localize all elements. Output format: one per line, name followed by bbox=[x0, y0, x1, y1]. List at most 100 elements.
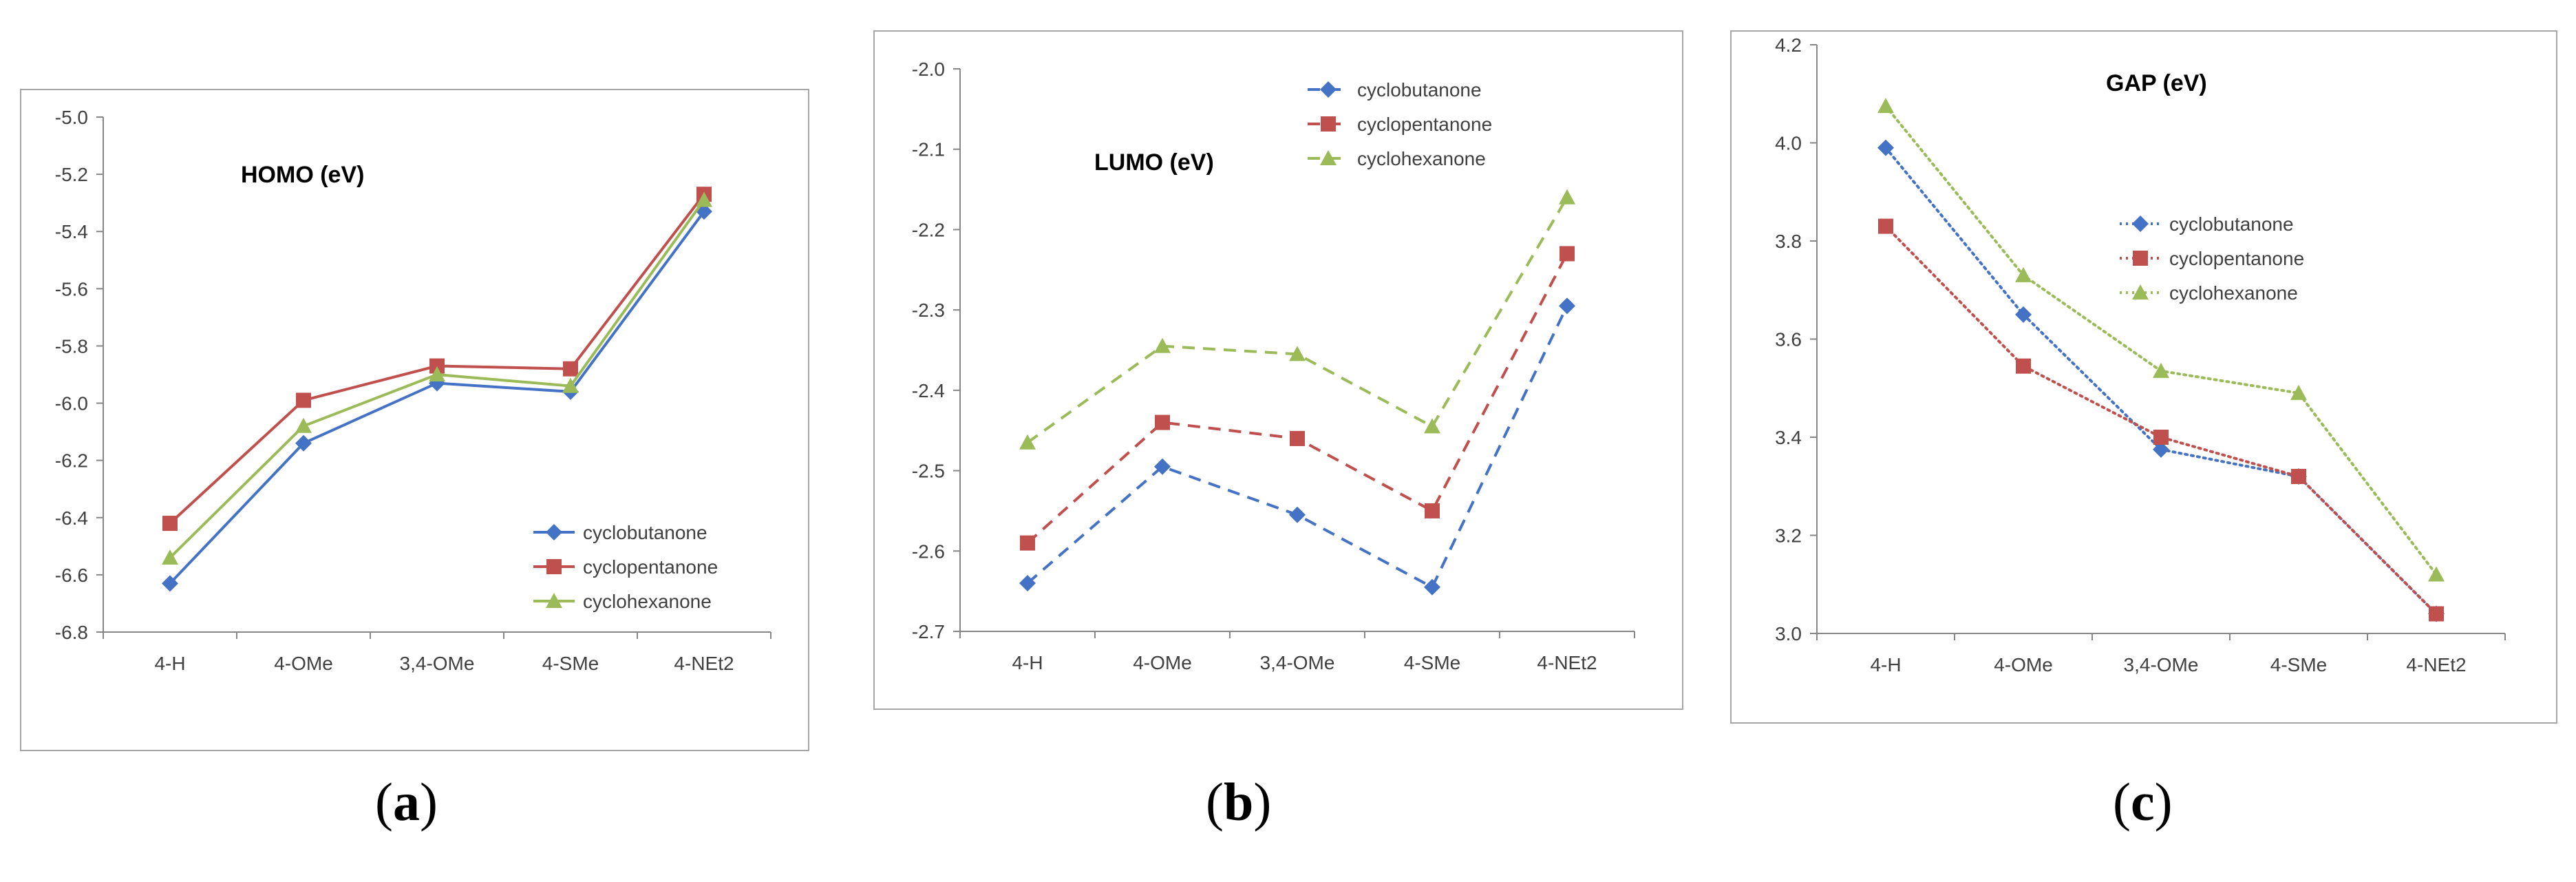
y-tick-label: -5.4 bbox=[55, 221, 88, 242]
legend-marker bbox=[2133, 251, 2148, 266]
data-point bbox=[2015, 266, 2032, 282]
data-point bbox=[1289, 506, 1306, 523]
legend-marker bbox=[1320, 81, 1337, 98]
caption-b: (b) bbox=[1206, 772, 1272, 832]
y-tick-label: -5.6 bbox=[55, 278, 88, 300]
legend-label: cyclopentanone bbox=[1357, 114, 1492, 135]
data-point bbox=[2015, 306, 2032, 323]
series-cyclohexanone bbox=[1877, 98, 2445, 582]
data-point bbox=[1154, 458, 1171, 475]
chart-panel-homo: -6.8 -6.6 -6.4 -6.2 -6.0 -5.8 -5.6 -5.4 -5.2 -5.0… bbox=[0, 0, 840, 882]
series-cyclohexanone bbox=[1019, 189, 1575, 450]
data-point bbox=[1878, 218, 1893, 234]
y-tick-label: -2.4 bbox=[912, 380, 945, 401]
data-point bbox=[562, 377, 579, 393]
legend-marker bbox=[1320, 150, 1337, 165]
y-tick-label: -2.2 bbox=[912, 219, 945, 240]
caption-letter: b bbox=[1223, 772, 1254, 832]
x-tick-label: 4-SMe bbox=[1404, 652, 1460, 673]
data-point bbox=[2428, 566, 2445, 582]
y-tick-label: 3.4 bbox=[1775, 427, 1802, 448]
legend-label: cyclohexanone bbox=[1357, 148, 1486, 169]
y-tick-label: 3.6 bbox=[1775, 329, 1802, 350]
x-tick-label: 4-H bbox=[1012, 652, 1043, 673]
legend-marker bbox=[546, 559, 562, 574]
y-tick-label: 3.2 bbox=[1775, 525, 1802, 547]
chart-frame bbox=[20, 89, 809, 751]
gap-chart: 3.0 3.2 3.4 3.6 3.8 4.0 4.2 4-H 4-OMe 3,4-OMe 4-SM… bbox=[1730, 30, 2557, 724]
chart-title: LUMO (eV) bbox=[1094, 149, 1214, 176]
data-point bbox=[162, 516, 178, 532]
legend-label: cyclopentanone bbox=[583, 556, 718, 578]
data-point bbox=[429, 366, 445, 381]
y-tick-label: -2.3 bbox=[912, 300, 945, 321]
y-tick-label: -2.6 bbox=[912, 540, 945, 562]
lumo-chart: -2.7 -2.6 -2.5 -2.4 -2.3 -2.2 -2.1 -2.0 4-H 4-OMe… bbox=[873, 30, 1683, 710]
legend-label: cyclobutanone bbox=[1357, 79, 1482, 101]
legend-entry: cyclopentanone bbox=[533, 556, 718, 578]
y-tick-label: -2.0 bbox=[912, 59, 945, 80]
data-point bbox=[162, 575, 178, 592]
legend-entry: cyclobutanone bbox=[2120, 213, 2294, 235]
legend-label: cyclobutanone bbox=[2169, 213, 2294, 235]
data-point bbox=[1559, 189, 1575, 204]
data-point bbox=[2429, 606, 2444, 622]
x-tick-label: 3,4-OMe bbox=[400, 653, 475, 674]
y-tick-label: -6.8 bbox=[55, 622, 88, 643]
caption-letter: a bbox=[392, 772, 420, 832]
y-tick-label: -5.8 bbox=[55, 335, 88, 357]
series-cyclopentanone bbox=[1878, 218, 2444, 622]
x-tick-label: 4-H bbox=[1870, 654, 1901, 675]
x-tick-label: 4-OMe bbox=[274, 653, 333, 674]
series-cyclohexanone bbox=[162, 191, 712, 565]
legend-label: cyclopentanone bbox=[2169, 248, 2304, 269]
legend-label: cyclobutanone bbox=[583, 522, 707, 543]
data-point bbox=[296, 392, 311, 408]
chart-title: HOMO (eV) bbox=[241, 162, 364, 188]
homo-chart: -6.8 -6.6 -6.4 -6.2 -6.0 -5.8 -5.6 -5.4 -5.2 -5.0… bbox=[20, 89, 809, 751]
data-point bbox=[1559, 297, 1575, 315]
y-tick-label: -5.2 bbox=[55, 164, 88, 185]
legend-marker bbox=[2132, 216, 2149, 232]
legend-entry: cyclopentanone bbox=[2120, 248, 2304, 269]
data-point bbox=[563, 361, 578, 377]
legend-marker bbox=[546, 524, 562, 540]
caption-c: (c) bbox=[2113, 772, 2173, 832]
legend-marker bbox=[546, 593, 562, 608]
data-point bbox=[1154, 337, 1171, 353]
y-tick-label: -6.2 bbox=[55, 450, 88, 472]
chart-panel-gap: 3.0 3.2 3.4 3.6 3.8 4.0 4.2 4-H 4-OMe 3,4-OMe 4-SM… bbox=[1700, 0, 2576, 882]
data-point bbox=[2153, 362, 2169, 378]
data-point bbox=[1877, 98, 1894, 114]
data-point bbox=[1290, 430, 1305, 446]
y-tick-label: 3.0 bbox=[1775, 623, 1802, 644]
y-tick-label: -6.4 bbox=[55, 507, 88, 529]
y-tick-label: 4.2 bbox=[1775, 34, 1802, 56]
data-point bbox=[2016, 358, 2031, 374]
data-point bbox=[1155, 414, 1170, 430]
data-point bbox=[1019, 574, 1036, 591]
y-tick-label: 3.8 bbox=[1775, 231, 1802, 252]
y-tick-label: 4.0 bbox=[1775, 133, 1802, 154]
y-tick-label: -6.0 bbox=[55, 393, 88, 414]
x-tick-label: 4-NEt2 bbox=[1537, 652, 1597, 673]
data-point bbox=[162, 549, 178, 565]
data-point bbox=[696, 191, 712, 207]
data-point bbox=[2290, 384, 2307, 400]
series-line bbox=[1884, 224, 2438, 616]
x-tick-label: 3,4-OMe bbox=[1260, 652, 1335, 673]
y-tick-label: -2.7 bbox=[912, 621, 945, 642]
legend-label: cyclohexanone bbox=[583, 591, 712, 612]
data-point bbox=[1019, 434, 1036, 450]
x-tick-label: 4-OMe bbox=[1133, 652, 1192, 673]
chart-panel-lumo: -2.7 -2.6 -2.5 -2.4 -2.3 -2.2 -2.1 -2.0 4-H 4-OMe… bbox=[840, 0, 1700, 882]
data-point bbox=[295, 434, 312, 452]
legend-marker bbox=[2132, 284, 2149, 300]
chart-frame bbox=[1730, 30, 2557, 724]
legend-label: cyclohexanone bbox=[2169, 282, 2298, 304]
x-tick-label: 3,4-OMe bbox=[2124, 654, 2199, 675]
chart-frame bbox=[873, 30, 1683, 710]
y-tick-label: -2.5 bbox=[912, 461, 945, 482]
x-tick-label: 4-SMe bbox=[542, 653, 599, 674]
data-point bbox=[2291, 469, 2306, 484]
